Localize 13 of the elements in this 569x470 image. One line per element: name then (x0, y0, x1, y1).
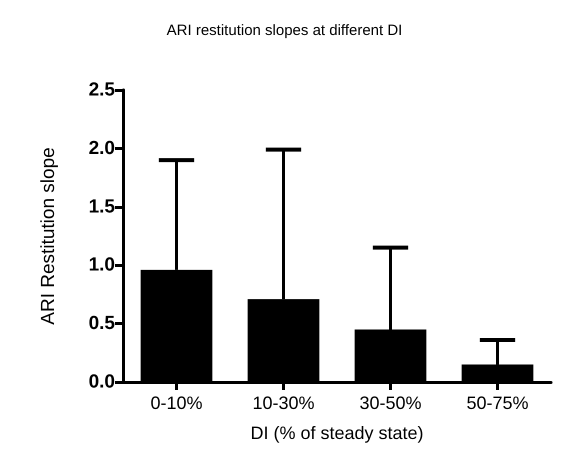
x-axis-title: DI (% of steady state) (250, 423, 424, 443)
x-tick-label: 50-75% (466, 393, 529, 413)
y-tick-label: 1.5 (88, 196, 116, 218)
x-tick-label: 30-50% (359, 393, 422, 413)
y-tick-label: 0.5 (88, 313, 116, 334)
y-tick-label: 2.5 (88, 80, 116, 100)
y-tick-label: 1.0 (88, 254, 115, 276)
y-tick-label: 0.0 (88, 372, 115, 392)
x-tick-label: 10-30% (252, 393, 315, 413)
y-tick-label: 2.0 (88, 138, 115, 159)
chart-title: ARI restitution slopes at different DI (166, 22, 402, 39)
x-tick-label: 0-10% (150, 393, 203, 413)
y-axis-title: ARI Restitution slope (38, 147, 59, 325)
